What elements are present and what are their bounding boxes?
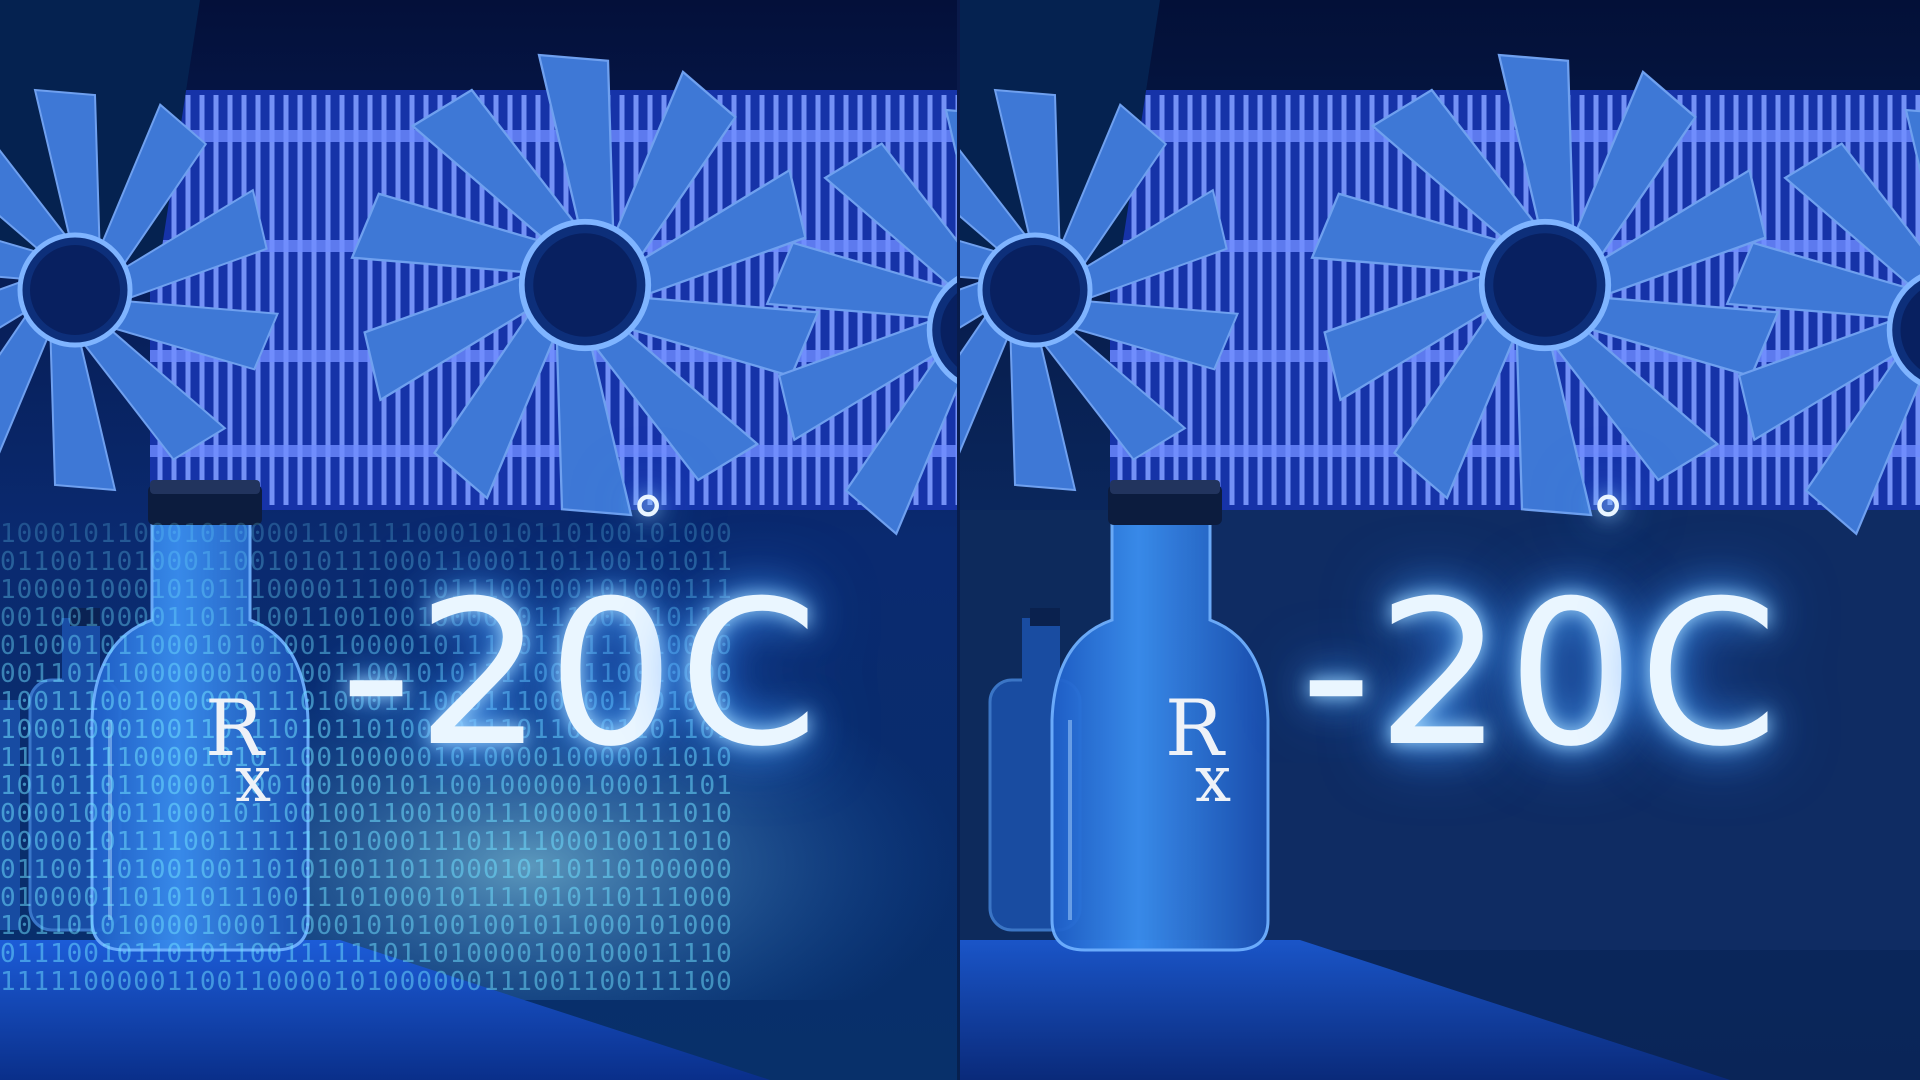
temperature-readout: -20 ° C bbox=[1300, 482, 1783, 791]
left-panel: 1000101100010100001101111000101011010010… bbox=[0, 0, 960, 1080]
degree-symbol: ° bbox=[1590, 482, 1630, 564]
prescription-symbol: R bbox=[205, 684, 264, 774]
right-panel: -20 ° C R x bbox=[960, 0, 1920, 1080]
shelf-surface bbox=[960, 940, 1730, 1080]
left-scene-art bbox=[0, 0, 960, 1080]
temperature-readout: -20 ° C bbox=[340, 482, 823, 791]
binary-code-background: 1000101100010100001101111000101011010010… bbox=[0, 520, 733, 997]
right-scene-art bbox=[960, 0, 1920, 1080]
vial-icon bbox=[90, 480, 310, 952]
prescription-symbol-x: x bbox=[1195, 743, 1232, 817]
shelf-surface bbox=[0, 940, 770, 1080]
prescription-symbol: R bbox=[1165, 684, 1224, 774]
prescription-symbol-x: x bbox=[235, 743, 272, 817]
vial-icon bbox=[1050, 480, 1270, 952]
degree-symbol: ° bbox=[630, 482, 670, 564]
